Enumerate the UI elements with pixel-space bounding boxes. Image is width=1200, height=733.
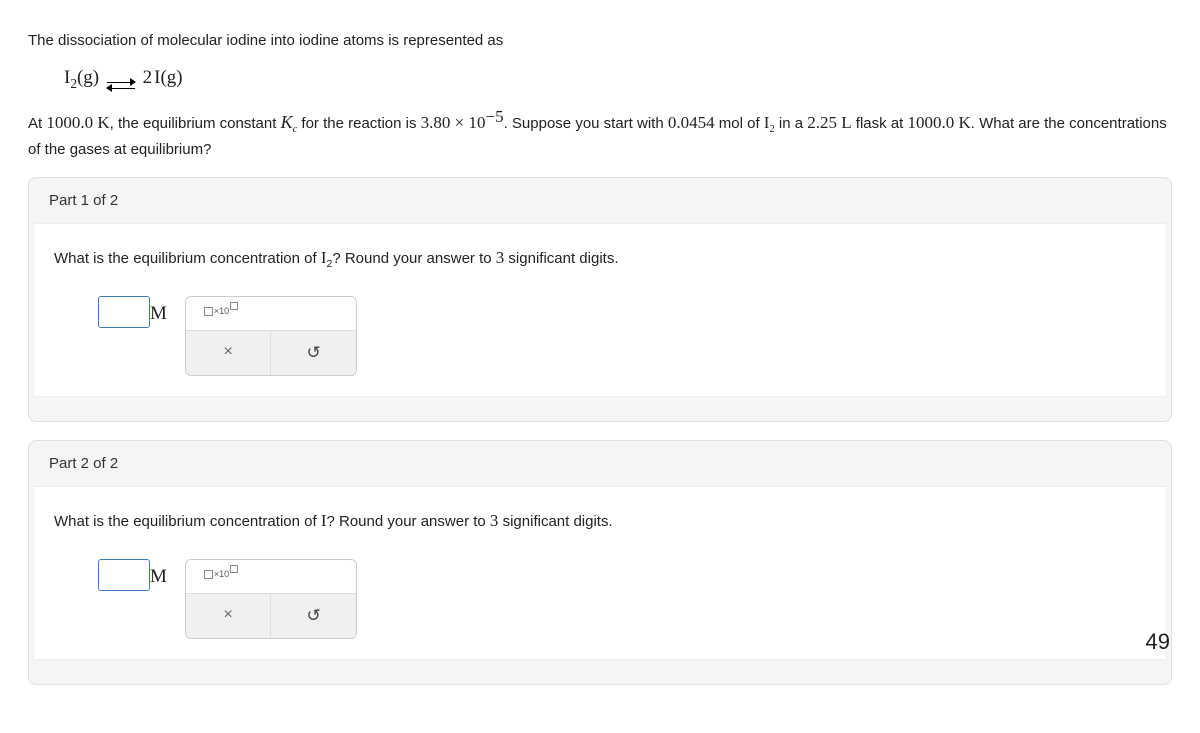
part-header: Part 1 of 2 xyxy=(29,178,1171,223)
k-value-base: 3.80 × 10 xyxy=(421,113,486,132)
k-value-exp: −5 xyxy=(486,107,504,126)
volume: 2.25 L xyxy=(807,113,851,132)
undo-icon: ↺ xyxy=(307,343,321,362)
temperature: 1000.0 K xyxy=(46,113,109,132)
eq-right-coef: 2 xyxy=(143,67,153,88)
reset-button[interactable]: ↺ xyxy=(271,594,356,638)
context: At 1000.0 K, the equilibrium constant Kc… xyxy=(28,107,1172,163)
close-icon: × xyxy=(223,343,232,360)
reset-button[interactable]: ↺ xyxy=(271,331,356,375)
k-symbol: K xyxy=(281,112,293,132)
scientific-notation-button[interactable]: ×10 xyxy=(204,307,238,316)
palette-bottom: ×↺ xyxy=(186,330,356,375)
equation: I2(g) 2I(g) xyxy=(64,67,1172,89)
answer-input[interactable] xyxy=(98,296,150,328)
answer-input[interactable] xyxy=(98,559,150,591)
palette-bottom: ×↺ xyxy=(186,593,356,638)
mol-value: 0.0454 xyxy=(668,113,715,132)
intro-text: The dissociation of molecular iodine int… xyxy=(28,32,503,49)
footer-number: 49 xyxy=(1146,629,1170,655)
scientific-notation-button[interactable]: ×10 xyxy=(204,570,238,579)
part-header: Part 2 of 2 xyxy=(29,441,1171,486)
temperature-2: 1000.0 K xyxy=(908,113,971,132)
palette-top: ×10 xyxy=(186,560,356,593)
unit-label: M xyxy=(150,566,167,588)
palette-top: ×10 xyxy=(186,297,356,330)
eq-left-sub: 2 xyxy=(70,75,77,90)
input-palette: ×10×↺ xyxy=(185,296,357,376)
problem-intro: The dissociation of molecular iodine int… xyxy=(28,30,1172,53)
close-icon: × xyxy=(223,606,232,623)
clear-button[interactable]: × xyxy=(186,594,272,638)
unit-label: M xyxy=(150,303,167,325)
part-prompt: What is the equilibrium concentration of… xyxy=(54,248,1146,268)
answer-row: M×10×↺ xyxy=(98,559,1146,639)
parts-container: Part 1 of 2 What is the equilibrium conce… xyxy=(28,177,1172,685)
eq-right-phase: (g) xyxy=(160,67,182,88)
undo-icon: ↺ xyxy=(307,606,321,625)
part-body: What is the equilibrium concentration of… xyxy=(33,223,1167,397)
input-palette: ×10×↺ xyxy=(185,559,357,639)
clear-button[interactable]: × xyxy=(186,331,272,375)
answer-row: M×10×↺ xyxy=(98,296,1146,376)
part-body: What is the equilibrium concentration of… xyxy=(33,486,1167,660)
part-prompt: What is the equilibrium concentration of… xyxy=(54,511,1146,531)
part-box: Part 1 of 2 What is the equilibrium conce… xyxy=(28,177,1172,422)
part-box: Part 2 of 2 What is the equilibrium conce… xyxy=(28,440,1172,685)
eq-left-phase: (g) xyxy=(77,67,99,88)
